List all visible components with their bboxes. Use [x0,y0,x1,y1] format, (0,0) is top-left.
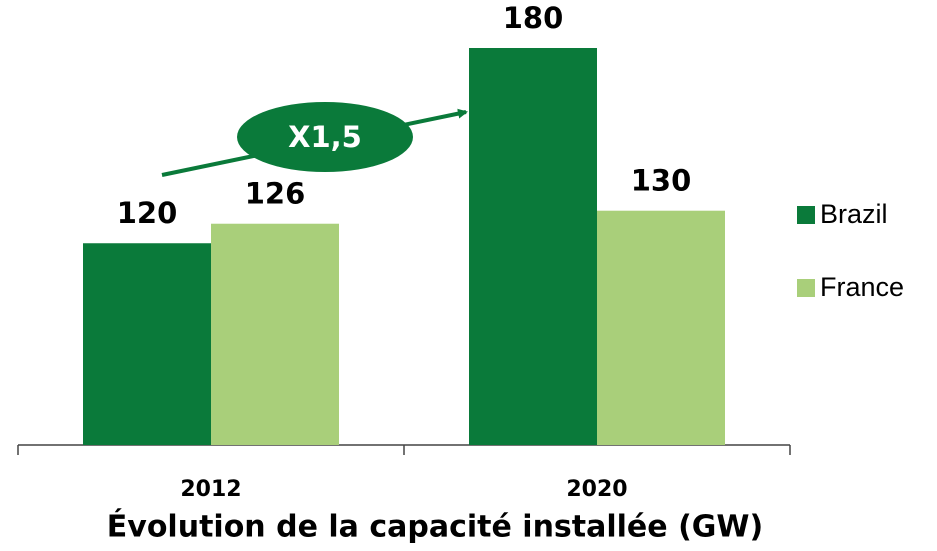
legend-label: Brazil [820,199,888,229]
chart-title: Évolution de la capacité installée (GW) [107,509,763,545]
legend-swatch [797,279,815,297]
data-label: 120 [117,196,178,230]
annotation-bubble [237,102,413,172]
x-tick-label: 2012 [180,477,241,502]
bar [83,243,211,445]
annotation: X1,5 [288,120,362,154]
legend-swatch [797,206,815,224]
data-label: 126 [245,177,306,211]
data-label: 180 [503,1,564,35]
bar [597,210,725,445]
legend-label: France [820,272,904,302]
bar [469,48,597,445]
x-tick-label: 2020 [566,477,627,502]
bar [211,223,339,445]
data-label: 130 [631,164,692,198]
